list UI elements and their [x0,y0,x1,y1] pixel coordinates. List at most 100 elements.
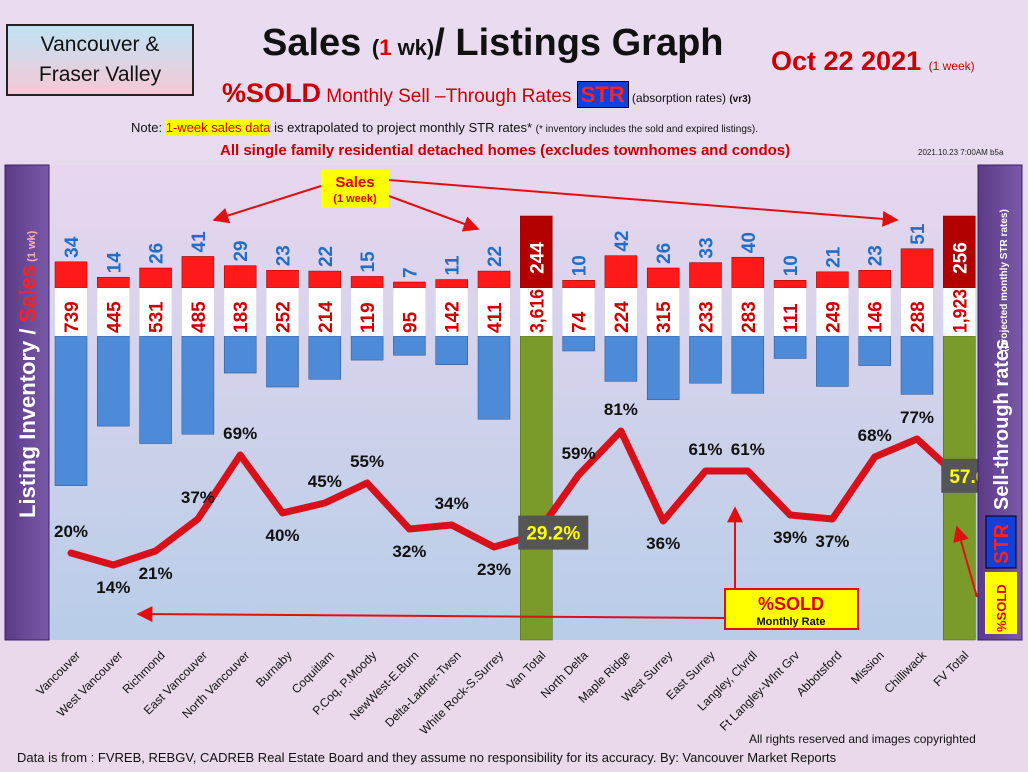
sales-value-label: 22 [316,246,337,267]
sales-value-label: 21 [823,246,844,268]
title-listings: / Listings Graph [434,22,724,64]
inventory-bar [181,335,215,435]
inventory-value-label: 445 [104,301,125,333]
inventory-label-bg [478,288,510,336]
inventory-value-label: 739 [62,301,83,333]
sales-value-label: 15 [358,251,379,273]
inventory-value-label: 315 [654,301,675,333]
str-value-label: 77% [900,408,934,427]
right-axis-subtitle: (projected monthly STR rates) [999,209,1010,352]
sales-bar [858,270,891,289]
note-highlight: 1-week sales data [165,120,271,135]
x-tick-label: Chilliwack [882,648,930,696]
sales-value-label: 14 [104,252,125,274]
x-tick-label: Abbotsford [794,648,845,699]
left-axis-panel [4,164,50,641]
inventory-bar [223,335,257,374]
right-axis-title: Sell-through rates [991,339,1013,510]
sold-callout-sub: Monthly Rate [756,616,825,628]
inventory-bar [646,335,680,401]
inventory-label-bg [266,288,299,336]
data-source-note: Data is from : FVREB, REBGV, CADREB Real… [17,750,837,765]
inventory-value-label: 3,616 [527,289,548,333]
sales-bar [393,281,426,289]
sales-value-label: 34 [62,236,83,258]
sales-bar [562,280,595,289]
sales-value-label: 10 [570,255,591,276]
date-period: (1 week) [928,59,975,73]
str-badge: STR [576,81,629,108]
sales-bar [223,265,257,289]
inventory-label-bg [139,288,172,336]
inventory-bar [308,335,342,380]
sales-bar [350,276,384,289]
left-axis-title: Listing Inventory / Sales (1 wk) [15,230,40,518]
inventory-value-label: 249 [823,301,844,333]
inventory-label-bg [689,288,722,336]
sales-value-label: 23 [274,245,295,266]
inventory-value-label: 1,923 [950,289,971,333]
inventory-label-bg [520,288,553,336]
sales-value-label: 51 [908,223,929,245]
sales-bar [816,271,849,289]
str-value-label: 55% [350,452,384,471]
subtitle-rest: Monthly Sell –Through Rates [321,86,577,107]
inventory-label-bg [308,288,341,336]
str-value-label: 14% [96,578,130,597]
inventory-label-bg [647,288,680,336]
sales-bar [435,279,468,289]
inventory-bar [97,335,130,427]
inventory-value-label: 288 [908,301,929,333]
inventory-label-bg [435,288,468,336]
inventory-label-bg [731,288,764,336]
inventory-label-bg [393,288,426,336]
sales-arrow-3 [388,179,899,227]
title-sales: Sales [262,22,362,64]
x-tick-label: Delta-Ladner-Twsn [382,648,464,730]
sales-bar [266,270,299,289]
chart-title: Sales (1 wk)/ Listings Graph [262,22,724,65]
right-sold-text: %SOLD [994,584,1009,632]
sales-value-label: 23 [866,245,887,266]
inventory-label-bg [55,288,87,336]
str-value-label: 40% [265,526,299,545]
sales-bar [139,267,172,289]
inventory-bar [562,335,595,352]
right-str-text: STR [991,523,1013,564]
inventory-label-bg [97,288,130,336]
str-value-label: 61% [688,440,722,459]
subtitle-sold: %SOLD [222,78,322,108]
inventory-label-bg [858,288,891,336]
x-tick-label: Mission [848,648,887,687]
str-value-label: 45% [308,472,342,491]
inventory-value-label: 531 [147,301,168,333]
report-date: Oct 22 2021 (1 week) [771,46,975,76]
sales-value-label: 41 [189,231,210,253]
sales-callout-sub: (1 week) [333,193,377,205]
timestamp: 2021.10.23 7:00AM b5a [918,148,1004,157]
inventory-value-label: 183 [231,301,252,333]
str-value-label: 34% [435,494,469,513]
region-line-2: Fraser Valley [38,63,162,86]
inventory-value-label: 214 [316,301,337,333]
inventory-bar [350,335,384,361]
str-value-label: 37% [815,532,849,551]
inventory-label-bg [901,288,933,336]
str-line [67,427,963,569]
copyright-note: All rights reserved and images copyright… [749,732,976,746]
inventory-bar [266,335,299,388]
sales-value-label: 11 [443,255,464,276]
str-value-label: 59% [562,444,596,463]
inventory-bar [816,335,849,387]
sales-value-label: 10 [781,255,802,276]
str-value-label: 20% [54,522,88,541]
sales-bar [731,256,765,289]
inventory-bar [435,335,468,366]
sales-bar [646,267,680,289]
sales-bar [900,248,934,289]
str-value-label: 21% [139,564,173,583]
inventory-value-label: 95 [400,311,421,333]
str-total-label: 29.2% [526,524,580,545]
sales-bar [308,270,342,289]
title-paren: (1 wk) [371,35,435,60]
